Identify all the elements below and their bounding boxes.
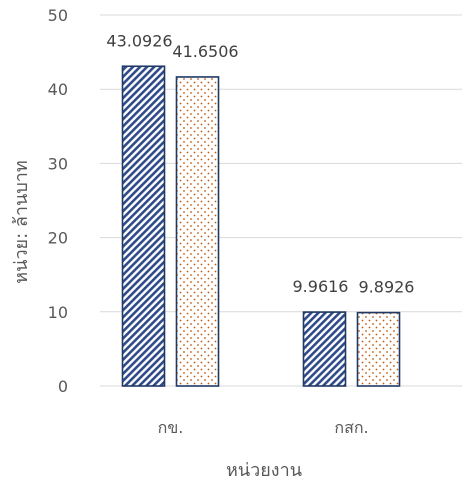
y-tick-label: 30 <box>48 154 68 173</box>
y-tick-label: 40 <box>48 80 68 99</box>
y-tick-label: 0 <box>58 377 68 396</box>
data-label: 9.8926 <box>359 278 415 297</box>
y-tick-label: 20 <box>48 229 68 248</box>
x-category-label: กข. <box>158 418 184 437</box>
data-label: 43.0926 <box>106 31 172 50</box>
y-tick-label: 50 <box>48 6 68 25</box>
bar-series-2-2 <box>356 311 401 387</box>
x-axis-categories: กข. กสก. <box>158 418 369 437</box>
bar-series-2-1 <box>175 76 220 387</box>
y-axis-ticks: 0 10 20 30 40 50 <box>48 6 68 396</box>
x-category-label: กสก. <box>334 418 368 437</box>
bars <box>121 65 401 387</box>
x-axis-title: หน่วยงาน <box>226 460 302 481</box>
data-label: 41.6506 <box>172 42 238 61</box>
bar-series-1-2 <box>302 311 347 387</box>
y-tick-label: 10 <box>48 303 68 322</box>
bar-series-1-1 <box>121 65 166 387</box>
y-axis-title: หน่วย: ล้านบาท <box>11 160 32 283</box>
data-label: 9.9616 <box>293 277 349 296</box>
